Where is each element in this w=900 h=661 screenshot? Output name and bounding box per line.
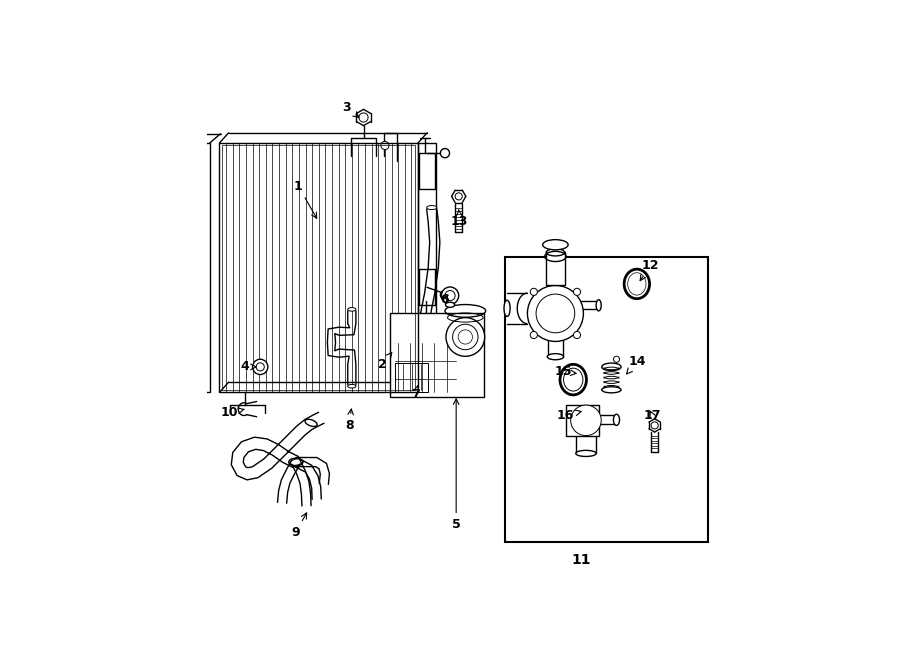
Circle shape <box>614 356 619 362</box>
Ellipse shape <box>596 299 601 311</box>
Text: 13: 13 <box>451 210 468 228</box>
Text: 14: 14 <box>626 356 645 374</box>
Ellipse shape <box>560 364 587 395</box>
Text: 12: 12 <box>640 258 660 281</box>
Circle shape <box>530 288 537 295</box>
Circle shape <box>573 288 580 295</box>
Circle shape <box>446 318 485 356</box>
Text: 8: 8 <box>345 409 354 432</box>
Circle shape <box>571 405 601 436</box>
Text: 15: 15 <box>554 366 576 379</box>
Ellipse shape <box>416 379 426 383</box>
Text: 16: 16 <box>557 408 581 422</box>
Ellipse shape <box>290 459 302 465</box>
Text: 11: 11 <box>572 553 590 567</box>
Ellipse shape <box>627 273 646 295</box>
Bar <box>419 153 435 189</box>
Ellipse shape <box>347 385 356 388</box>
Text: 1: 1 <box>294 180 317 218</box>
Ellipse shape <box>504 300 510 317</box>
Text: 4: 4 <box>240 360 256 373</box>
Circle shape <box>530 331 537 338</box>
Ellipse shape <box>563 368 583 391</box>
Text: 17: 17 <box>644 408 661 422</box>
Ellipse shape <box>347 307 356 311</box>
Circle shape <box>440 149 449 158</box>
Bar <box>192 143 210 393</box>
Ellipse shape <box>614 414 619 426</box>
Circle shape <box>359 113 368 122</box>
Ellipse shape <box>546 249 564 256</box>
Text: 10: 10 <box>220 407 244 419</box>
Circle shape <box>440 290 449 299</box>
Ellipse shape <box>547 354 563 360</box>
Circle shape <box>381 141 389 149</box>
Ellipse shape <box>624 269 650 299</box>
Circle shape <box>441 287 459 304</box>
Bar <box>565 405 599 436</box>
Ellipse shape <box>543 240 568 250</box>
Bar <box>546 253 564 286</box>
Bar <box>505 257 708 543</box>
Bar <box>419 270 435 305</box>
Circle shape <box>401 315 414 328</box>
Text: 3: 3 <box>342 101 359 118</box>
Circle shape <box>527 286 583 342</box>
Bar <box>395 363 428 393</box>
Ellipse shape <box>576 450 596 457</box>
Circle shape <box>253 360 268 375</box>
Ellipse shape <box>602 387 621 393</box>
Bar <box>220 143 418 393</box>
Bar <box>390 313 484 397</box>
Ellipse shape <box>602 363 621 371</box>
Text: 5: 5 <box>452 399 461 531</box>
Ellipse shape <box>446 302 454 307</box>
Circle shape <box>573 331 580 338</box>
Text: 9: 9 <box>292 513 307 539</box>
Ellipse shape <box>427 206 436 210</box>
Bar <box>418 143 436 393</box>
Text: 7: 7 <box>411 385 419 401</box>
Bar <box>222 145 416 390</box>
Text: 6: 6 <box>441 293 449 305</box>
Text: 2: 2 <box>378 352 392 371</box>
